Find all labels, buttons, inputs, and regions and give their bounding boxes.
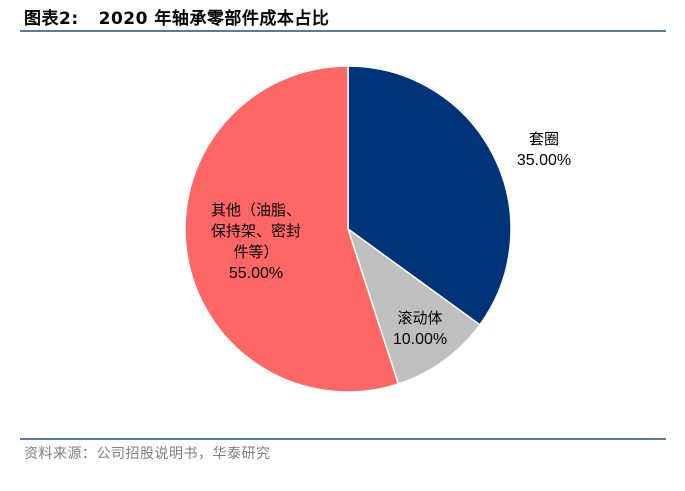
title-divider <box>20 30 666 32</box>
slice-label-line: 滚动体 <box>397 309 442 327</box>
slice-label-3: 其他（油脂、保持架、密封件等） <box>211 201 301 261</box>
slice-label-line: 套圈 <box>529 130 559 148</box>
figure-title-text: 2020 年轴承零部件成本占比 <box>98 9 330 29</box>
slice-value-label-2: 10.00% <box>393 331 447 348</box>
figure-label: 图表2: <box>24 9 79 29</box>
pie-slice-2 <box>346 227 481 385</box>
source-divider <box>20 438 666 440</box>
slice-label-line: 保持架、密封 <box>211 222 301 240</box>
pie-slice-1 <box>347 65 512 326</box>
slice-value-label-1: 35.00% <box>517 152 571 169</box>
slice-label-1: 套圈 <box>529 130 559 148</box>
source-note: 资料来源：公司招股说明书，华泰研究 <box>24 446 271 462</box>
slice-label-line: 其他（油脂、 <box>211 201 301 219</box>
slice-label-line: 件等） <box>233 243 278 261</box>
figure-title: 图表2: 2020 年轴承零部件成本占比 <box>24 4 329 29</box>
slice-value-label-3: 55.00% <box>229 265 283 282</box>
pie-slice-3 <box>184 65 400 393</box>
pie-slices <box>184 65 512 393</box>
slice-label-2: 滚动体 <box>397 309 442 327</box>
pie-labels: 套圈 35.00% 滚动体 10.00% 其他（油脂、保持架、密封件等） 55.00% <box>211 130 571 348</box>
